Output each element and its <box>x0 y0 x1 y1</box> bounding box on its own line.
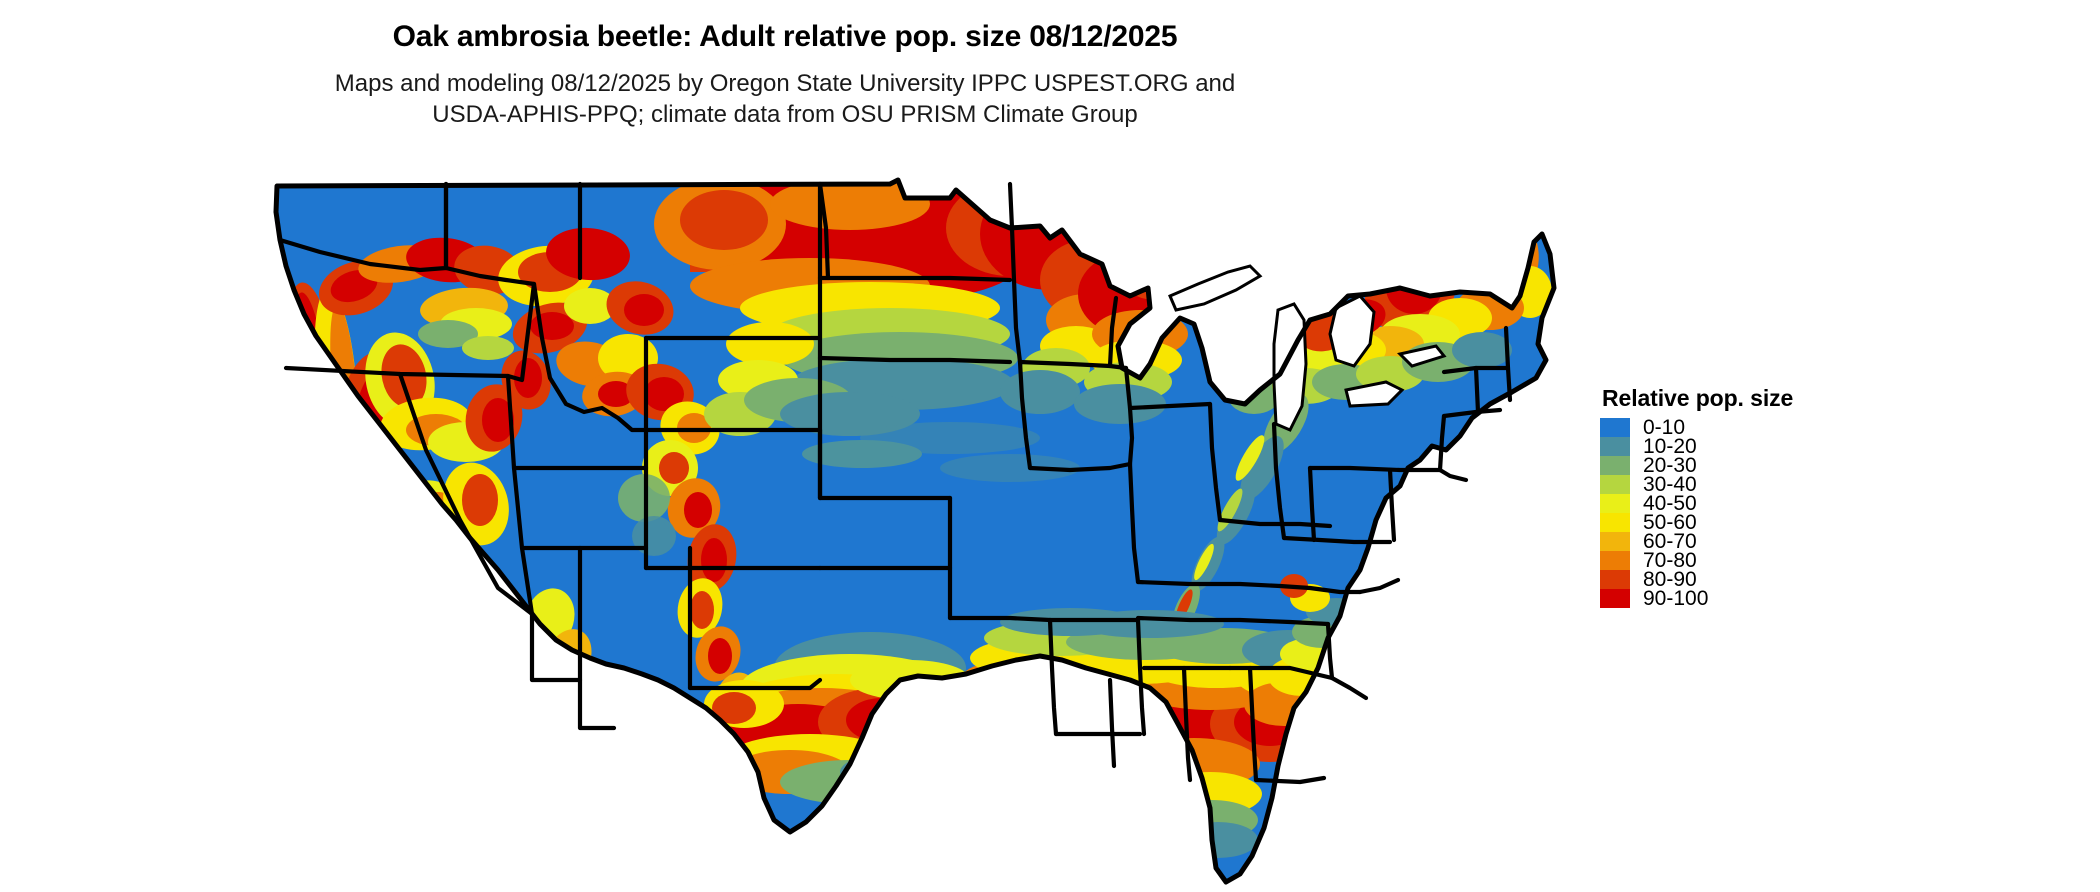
lake-huron <box>1328 294 1376 368</box>
legend-color-swatch <box>1600 551 1630 570</box>
legend-row: 70-80 <box>1600 549 1793 572</box>
map-svg <box>273 177 1557 885</box>
al-ga <box>1247 665 1259 783</box>
mt-nd <box>817 181 831 281</box>
nd-sd <box>817 275 1013 283</box>
ks-ok <box>817 565 953 621</box>
lake-ontario <box>1397 344 1447 368</box>
vt-nh-ma <box>1441 365 1511 375</box>
state-boundaries <box>273 177 1557 885</box>
national-outline <box>273 177 1557 885</box>
ny-ma <box>1437 413 1447 473</box>
legend-color-swatch <box>1600 475 1630 494</box>
legend-color-swatch <box>1600 513 1630 532</box>
va-md <box>1357 577 1401 595</box>
legend-label: 60-70 <box>1643 530 1697 553</box>
legend-color-swatch <box>1600 437 1630 456</box>
sd-ne <box>817 355 1013 365</box>
pa-ny <box>1307 465 1443 473</box>
ms-al <box>1181 665 1193 783</box>
legend-row: 10-20 <box>1600 435 1793 458</box>
ia-il <box>1123 365 1135 467</box>
wa-id-border <box>443 265 537 287</box>
il-in <box>1207 401 1223 523</box>
ga-sc-nc <box>1227 665 1335 681</box>
nv-ut-west <box>505 373 535 617</box>
ok-tx-ar <box>947 615 1053 623</box>
lake-superior <box>1168 264 1263 312</box>
ky-tn-n <box>1135 579 1283 589</box>
legend-row: 60-70 <box>1600 530 1793 553</box>
nm-tx-south <box>687 677 823 691</box>
pa-oh-e <box>1307 465 1317 543</box>
la-ms <box>1107 677 1117 769</box>
subtitle-line-2: USDA-APHIS-PPQ; climate data from OSU PR… <box>432 100 1138 128</box>
legend-row: 30-40 <box>1600 473 1793 496</box>
raster-transition-speckle <box>802 422 1080 482</box>
oh-wv-pa <box>1281 535 1393 545</box>
legend-label: 90-100 <box>1643 587 1709 610</box>
legend-color-swatch <box>1600 456 1630 475</box>
page-title: Oak ambrosia beetle: Adult relative pop.… <box>392 20 1178 53</box>
ky-tn <box>1135 615 1331 627</box>
page-subtitle: Maps and modeling 08/12/2025 by Oregon S… <box>0 69 1570 130</box>
legend-label: 50-60 <box>1643 511 1697 534</box>
legend-label: 20-30 <box>1643 454 1697 477</box>
ia-mo <box>1027 461 1133 473</box>
ms-ar <box>1135 617 1147 737</box>
legend-label: 80-90 <box>1643 568 1697 591</box>
legend-items: 0-10 10-20 20-30 30-40 40-50 50-60 60-70 70-80 8… <box>1600 416 1793 610</box>
ny-nj <box>1437 467 1469 483</box>
legend-color-swatch <box>1600 532 1630 551</box>
legend-row: 90-100 <box>1600 587 1793 610</box>
mn-ia <box>1017 359 1129 371</box>
legend-label: 10-20 <box>1643 435 1697 458</box>
legend-color-swatch <box>1600 418 1630 437</box>
legend-label: 0-10 <box>1643 416 1686 439</box>
legend-row: 20-30 <box>1600 454 1793 477</box>
subtitle-line-1: Maps and modeling 08/12/2025 by Oregon S… <box>334 70 1236 97</box>
legend-row: 50-60 <box>1600 511 1793 534</box>
vt-nh <box>1473 365 1481 415</box>
legend-label: 40-50 <box>1643 492 1697 515</box>
legend-color-swatch <box>1600 589 1630 608</box>
legend-title: Relative pop. size <box>1602 385 1794 411</box>
mn-sd-ia-border <box>1007 181 1033 471</box>
ca-nv-border <box>397 371 535 617</box>
title-block: Oak ambrosia beetle: Adult relative pop.… <box>0 0 1570 130</box>
ga-fl <box>1253 775 1327 785</box>
wv-va <box>1277 583 1363 595</box>
map-legend: Relative pop. size 0-10 10-20 20-30 30-40 40… <box>1600 385 1794 610</box>
id-mt-wy <box>531 281 649 433</box>
tn-nc <box>1325 621 1335 681</box>
ia-wi-n <box>1107 295 1119 369</box>
legend-row: 80-90 <box>1600 568 1793 591</box>
lake-erie <box>1344 380 1405 408</box>
legend-label: 70-80 <box>1643 549 1697 572</box>
ar-ok-tx <box>1047 617 1059 737</box>
pa-nj <box>1387 467 1397 543</box>
legend-color-swatch <box>1600 494 1630 513</box>
il-mo <box>1127 461 1141 585</box>
us-choropleth-map <box>250 168 1580 888</box>
legend-row: 40-50 <box>1600 492 1793 515</box>
legend-label: 30-40 <box>1643 473 1697 496</box>
sc-nc-e <box>1329 675 1369 701</box>
legend-row: 0-10 <box>1600 416 1793 439</box>
legend-color-swatch <box>1600 570 1630 589</box>
il-wi <box>1127 401 1213 411</box>
